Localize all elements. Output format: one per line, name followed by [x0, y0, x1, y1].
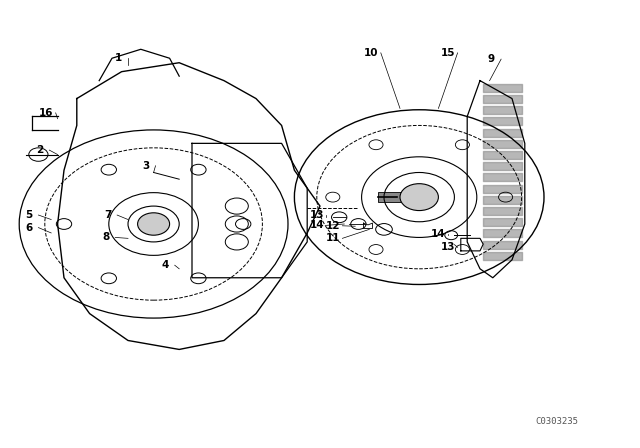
- Text: 9: 9: [488, 54, 495, 64]
- Bar: [378, 192, 416, 202]
- Text: 11: 11: [326, 233, 340, 243]
- Text: 16: 16: [39, 108, 53, 118]
- Text: 12: 12: [326, 221, 340, 231]
- Text: 2: 2: [36, 145, 44, 155]
- Text: 8: 8: [102, 233, 109, 242]
- Text: 15: 15: [441, 48, 455, 58]
- Text: 4: 4: [161, 260, 169, 270]
- Text: C0303235: C0303235: [535, 417, 579, 426]
- Text: 10: 10: [364, 48, 378, 58]
- Text: 7: 7: [104, 210, 111, 220]
- Text: 14: 14: [310, 220, 324, 230]
- Text: 13: 13: [441, 242, 455, 252]
- Text: 1: 1: [115, 53, 122, 63]
- Circle shape: [400, 184, 438, 211]
- Text: 13: 13: [310, 210, 324, 220]
- Text: 5: 5: [25, 210, 33, 220]
- Text: 3: 3: [142, 161, 150, 171]
- Text: 14: 14: [431, 229, 445, 239]
- Circle shape: [138, 213, 170, 235]
- Text: 6: 6: [25, 223, 33, 233]
